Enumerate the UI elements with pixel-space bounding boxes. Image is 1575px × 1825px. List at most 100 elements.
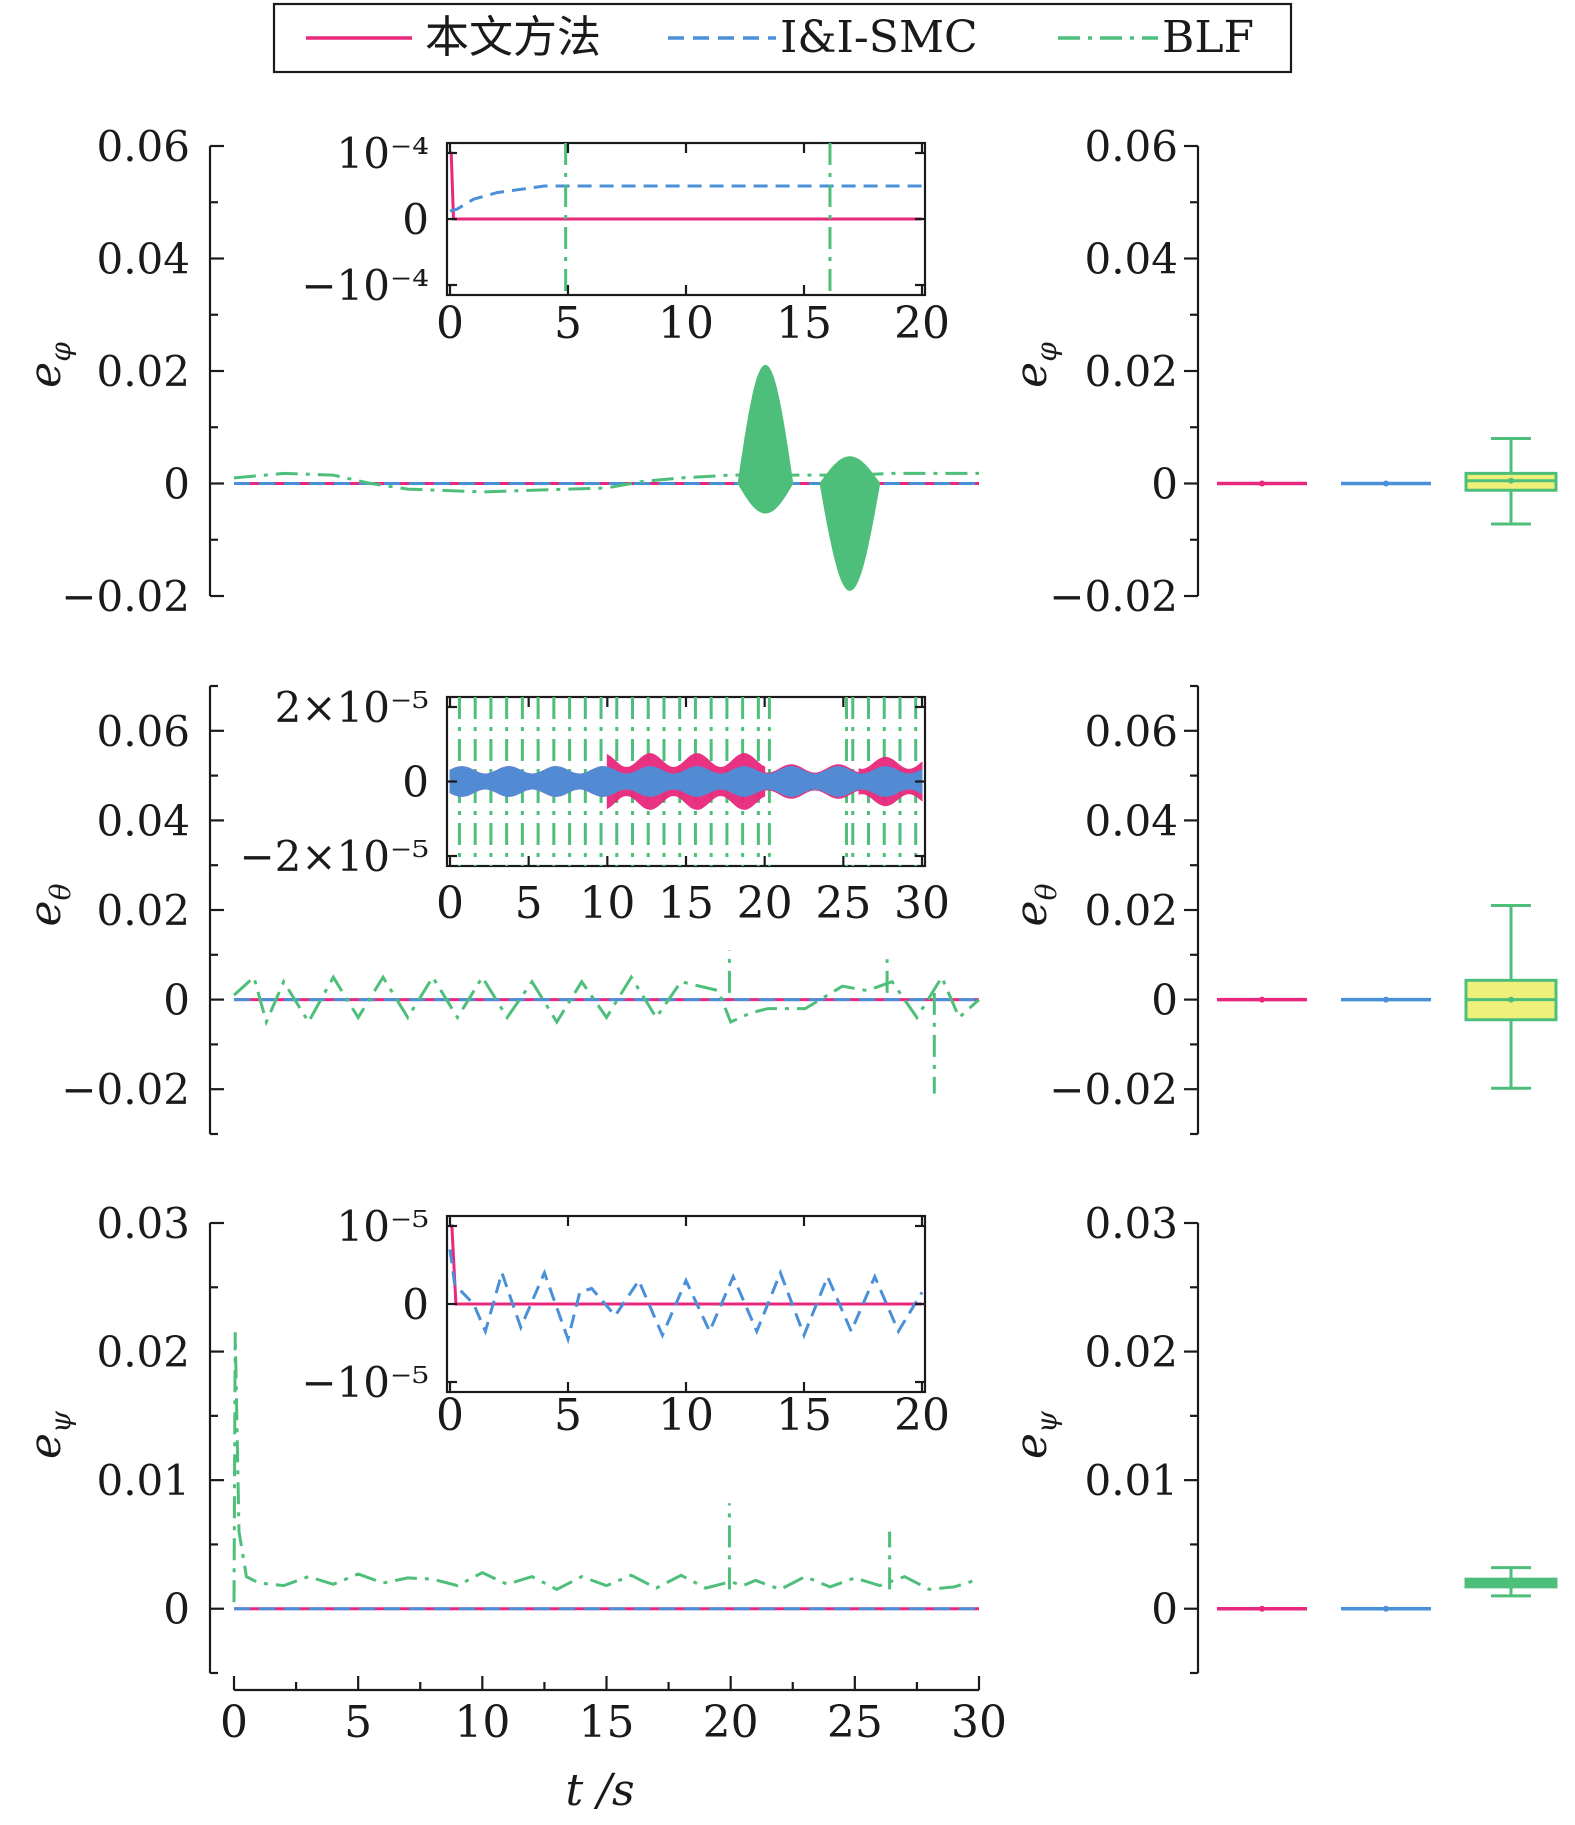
box-y-axis-label: eψ	[1006, 1410, 1063, 1459]
y-axis-label: eφ	[20, 342, 77, 388]
boxplot-本文方法	[1217, 1605, 1307, 1612]
x-tick-label: 20	[703, 1697, 759, 1748]
inset-x-tick-label: 5	[554, 1390, 582, 1441]
inset-x-tick-label: 0	[436, 878, 464, 929]
box-mean-dot	[1383, 480, 1389, 487]
boxplot-I&I-SMC	[1341, 480, 1431, 487]
box-mean-dot	[1259, 1605, 1265, 1612]
series-group	[233, 364, 979, 591]
legend: 本文方法 I&I-SMC BLF	[272, 2, 1293, 74]
y-label-sub: ψ	[1030, 1410, 1063, 1433]
box-mean-dot	[1508, 1580, 1514, 1586]
inset-y-tick-label: 10⁻⁴	[337, 129, 429, 178]
y-label-main: e	[20, 1433, 71, 1459]
box-y-axis-label: eφ	[1006, 342, 1063, 388]
box-mean-dot	[1508, 996, 1514, 1003]
box-y-tick-label: 0.06	[1084, 122, 1178, 171]
y-label-sub: φ	[44, 342, 77, 362]
box-mean-dot	[1259, 480, 1265, 487]
inset-x-tick-label: 10	[658, 1390, 714, 1441]
y-axis-label: eθ	[20, 883, 77, 926]
y-tick-label: −0.02	[61, 1065, 190, 1114]
blf-oscillation-band	[819, 456, 881, 591]
inset-x-tick-label: 20	[894, 298, 950, 349]
box-y-tick-label: 0.06	[1084, 707, 1178, 756]
y-label-sub: θ	[1030, 883, 1063, 900]
y-label-sub: ψ	[44, 1410, 77, 1433]
box-mean-dot	[1508, 477, 1514, 484]
x-axis-label: t /s	[565, 1765, 634, 1816]
legend-label: 本文方法	[425, 12, 601, 63]
box-mean-dot	[1383, 1605, 1389, 1612]
y-tick-label: 0.01	[96, 1456, 190, 1505]
inset-x-tick-label: 10	[658, 298, 714, 349]
inset-x-tick-label: 25	[815, 878, 871, 929]
boxplot-BLF	[1464, 437, 1558, 526]
inset-x-tick-label: 5	[515, 878, 543, 929]
box-mean-dot	[1383, 996, 1389, 1003]
inset-x-tick-label: 20	[894, 1390, 950, 1441]
y-label-sub: φ	[1030, 342, 1063, 362]
y-tick-label: 0.06	[96, 707, 190, 756]
panels: −0.0200.020.040.06eφ−0.0200.020.040.06eφ…	[20, 122, 1558, 1816]
box-mean-dot	[1259, 996, 1265, 1003]
inset-x-tick-label: 20	[737, 878, 793, 929]
y-label-main: e	[20, 362, 71, 388]
inset-x-tick-label: 0	[436, 1390, 464, 1441]
y-tick-label: 0.04	[96, 235, 190, 284]
y-tick-label: −0.02	[61, 572, 190, 621]
inset-x-tick-label: 15	[776, 298, 832, 349]
box-y-tick-label: 0	[1151, 1585, 1178, 1634]
inset-y-tick-label: 0	[402, 1280, 429, 1329]
y-tick-label: 0	[163, 1585, 190, 1634]
y-tick-label: 0.02	[96, 1328, 190, 1377]
series-group	[232, 1332, 980, 1611]
series-line-BLF	[232, 1332, 980, 1603]
boxplot-BLF	[1464, 1566, 1558, 1598]
y-label-main: e	[1006, 1433, 1057, 1459]
box-y-tick-label: 0.03	[1084, 1199, 1178, 1248]
y-axis-label: eψ	[20, 1410, 77, 1459]
y-label-main: e	[1006, 900, 1057, 926]
inset-theta: 0 5 10 15 20 25 302×10⁻⁵0−2×10⁻⁵	[239, 683, 950, 929]
inset-band-I&I-SMC	[449, 766, 923, 797]
boxplot-BLF	[1464, 904, 1558, 1090]
inset-y-tick-label: 2×10⁻⁵	[275, 683, 429, 732]
boxplot-本文方法	[1217, 996, 1307, 1003]
inset-y-tick-label: −10⁻⁴	[301, 261, 429, 310]
box-y-axis-label: eθ	[1006, 883, 1063, 926]
y-label-main: e	[20, 900, 71, 926]
inset-y-tick-label: −10⁻⁵	[301, 1358, 429, 1407]
x-tick-label: 10	[454, 1697, 510, 1748]
y-tick-label: 0	[163, 976, 190, 1025]
boxplot-I&I-SMC	[1341, 1605, 1431, 1612]
y-tick-label: 0.02	[96, 347, 190, 396]
x-tick-label: 0	[220, 1697, 248, 1748]
panel-phi: −0.0200.020.040.06eφ−0.0200.020.040.06eφ…	[20, 122, 1558, 621]
x-tick-label: 25	[827, 1697, 883, 1748]
inset-x-tick-label: 5	[554, 298, 582, 349]
inset-y-tick-label: 10⁻⁵	[337, 1202, 429, 1251]
x-tick-label: 5	[344, 1697, 372, 1748]
x-tick-label: 15	[579, 1697, 635, 1748]
inset-y-tick-label: 0	[402, 195, 429, 244]
box-y-tick-label: 0	[1151, 460, 1178, 509]
box-y-tick-label: −0.02	[1049, 572, 1178, 621]
y-tick-label: 0.06	[96, 122, 190, 171]
box-y-tick-label: 0.01	[1084, 1456, 1178, 1505]
x-tick-label: 30	[951, 1697, 1007, 1748]
series-group	[232, 950, 981, 1094]
inset-x-tick-label: 0	[436, 298, 464, 349]
y-tick-label: 0	[163, 460, 190, 509]
inset-x-tick-label: 10	[579, 878, 635, 929]
y-label-main: e	[1006, 362, 1057, 388]
inset-series-I&I-SMC	[448, 1249, 924, 1345]
inset-y-tick-label: −2×10⁻⁵	[239, 832, 429, 881]
legend-label: I&I-SMC	[780, 12, 978, 63]
box-y-tick-label: 0	[1151, 976, 1178, 1025]
box-y-tick-label: 0.02	[1084, 347, 1178, 396]
box-y-tick-label: −0.02	[1049, 1065, 1178, 1114]
